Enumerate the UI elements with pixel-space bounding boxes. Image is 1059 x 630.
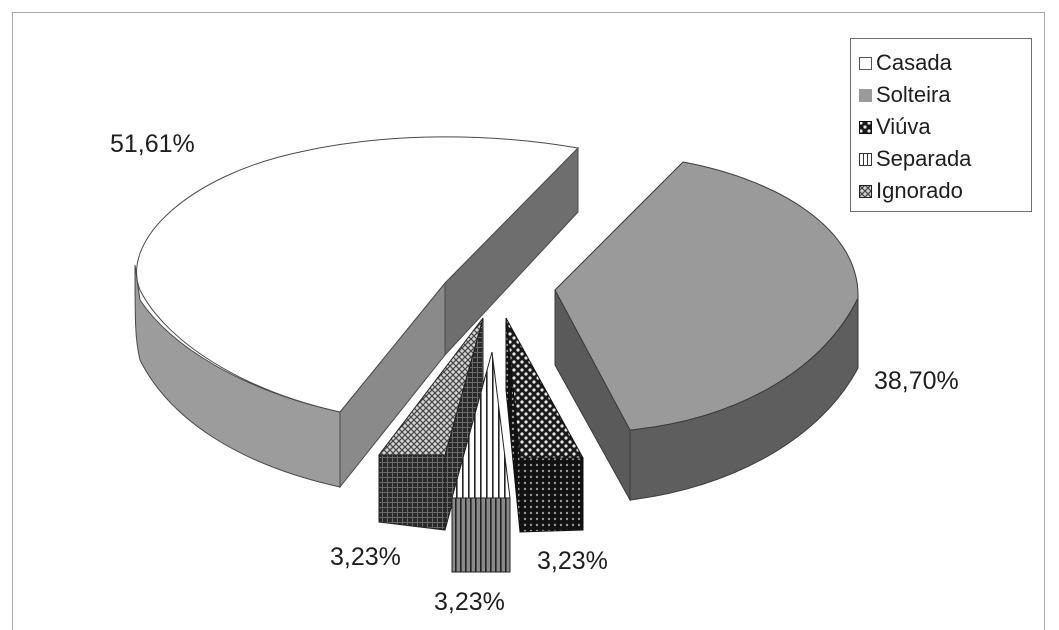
slice-ignorado-top <box>377 317 484 456</box>
label-viuva-pct: 3,23% <box>537 547 608 575</box>
legend-label-solteira: Solteira <box>876 82 951 107</box>
slice-solteira-top <box>554 161 859 431</box>
legend-label-casada: Casada <box>876 50 952 75</box>
slice-ignorado[interactable] <box>377 317 484 531</box>
legend-label-ignorado: Ignorado <box>876 178 963 203</box>
label-ignorado-pct: 3,23% <box>330 543 401 571</box>
slice-viuva-side <box>519 457 584 533</box>
legend: Casada Solteira Viúva Separada Ignorado <box>850 38 1032 212</box>
slice-separada-top <box>451 351 511 499</box>
legend-swatch-ignorado <box>859 184 872 198</box>
slice-viuva-top <box>505 317 584 459</box>
slice-casada[interactable] <box>134 136 580 489</box>
legend-swatch-separada <box>859 152 872 166</box>
slice-ignorado-side <box>378 454 446 531</box>
legend-label-separada: Separada <box>876 146 972 171</box>
legend-item-ignorado: Ignorado <box>859 175 1031 207</box>
slice-casada-top <box>136 136 580 413</box>
legend-swatch-solteira <box>859 88 872 102</box>
legend-item-casada: Casada <box>859 47 1031 79</box>
legend-swatch-viuva <box>859 120 872 134</box>
slice-solteira[interactable] <box>554 161 859 502</box>
slice-separada[interactable] <box>451 351 511 573</box>
slice-separada-side <box>451 497 511 573</box>
label-solteira-pct: 38,70% <box>874 367 959 395</box>
legend-swatch-casada <box>859 56 872 70</box>
label-casada-pct: 51,61% <box>110 130 195 158</box>
legend-item-separada: Separada <box>859 143 1031 175</box>
slice-casada-side <box>134 264 341 488</box>
legend-label-viuva: Viúva <box>876 114 931 139</box>
label-separada-pct: 3,23% <box>434 588 505 616</box>
legend-item-solteira: Solteira <box>859 79 1031 111</box>
slice-viuva[interactable] <box>505 317 584 533</box>
chart-frame <box>12 12 1045 630</box>
legend-item-viuva: Viúva <box>859 111 1031 143</box>
